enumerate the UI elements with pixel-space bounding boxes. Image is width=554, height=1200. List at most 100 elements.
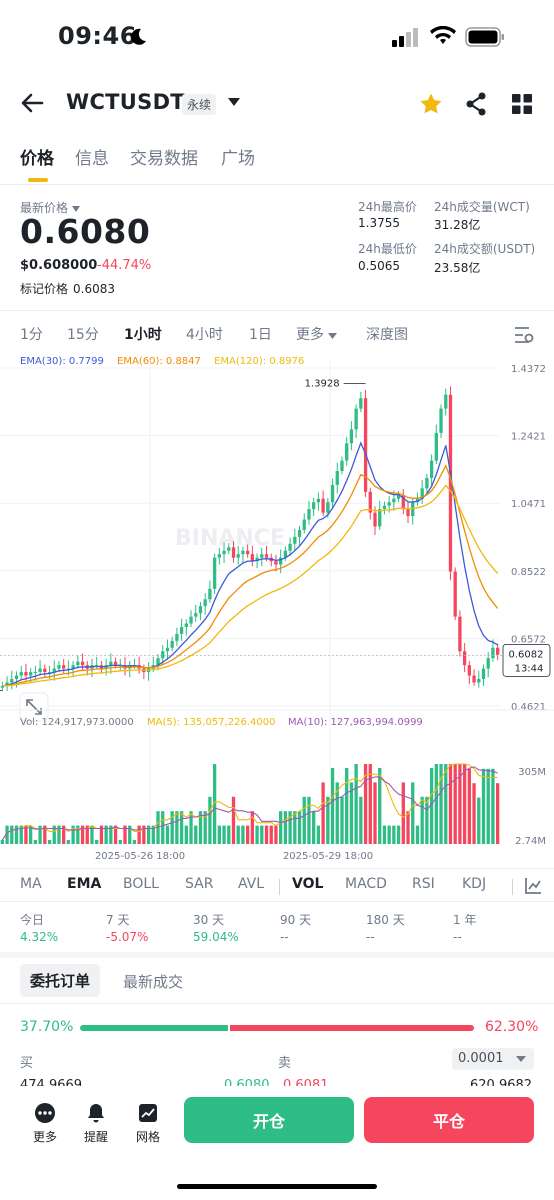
section-gap: [0, 952, 554, 958]
indicator-avl[interactable]: AVL: [238, 876, 265, 892]
layout-grid-icon[interactable]: [512, 94, 532, 114]
candle-body: [326, 502, 330, 513]
candle-body: [373, 512, 377, 527]
depth-chart-tab[interactable]: 深度图: [366, 327, 408, 343]
volume-bar: [33, 840, 38, 844]
time-axis-label: 2025-05-26 18:00: [95, 851, 185, 862]
caret-down-icon[interactable]: [228, 98, 240, 106]
indicator-macd[interactable]: MACD: [345, 876, 387, 892]
home-indicator: [177, 1184, 377, 1189]
ema30-line: [2, 441, 498, 687]
more-button[interactable]: 更多: [25, 1102, 65, 1145]
indicator-boll[interactable]: BOLL: [123, 876, 159, 892]
candle-body: [345, 443, 349, 461]
volume-bar: [411, 782, 415, 844]
volume-bar: [345, 768, 349, 844]
ema60-line: [2, 464, 499, 687]
candle-body: [472, 675, 476, 683]
volume-bar: [307, 796, 311, 844]
candle-body: [448, 394, 453, 572]
price-chart[interactable]: 1.4372 1.2421 1.0471 0.8522 0.6572 0.4621 BINA…: [0, 360, 554, 865]
volume-bar: [392, 825, 396, 844]
candle-body: [156, 658, 160, 666]
candle-body: [481, 668, 486, 679]
volume-bar: [217, 825, 221, 844]
chart-settings-icon[interactable]: [514, 326, 534, 344]
indicator-chart-icon[interactable]: [524, 877, 542, 895]
volume-bar: [368, 764, 372, 844]
active-tab-indicator: [28, 178, 48, 182]
volume-bar: [184, 825, 188, 844]
interval-15m[interactable]: 15分: [67, 327, 99, 343]
perf-value-90d: --: [280, 930, 289, 944]
tab-order-book[interactable]: 委托订单: [20, 964, 101, 997]
interval-more[interactable]: 更多: [296, 324, 338, 344]
candle-body: [62, 665, 66, 669]
low-24h-value: 0.5065: [358, 259, 400, 273]
alert-button[interactable]: 提醒: [76, 1102, 116, 1145]
chart-divider: [0, 868, 554, 869]
tab-trading-data[interactable]: 交易数据: [130, 149, 198, 169]
volume-bar: [128, 825, 132, 844]
last-price-label[interactable]: 最新价格: [20, 199, 80, 216]
indicator-separator: [512, 879, 513, 895]
candle-body: [462, 651, 467, 666]
precision-select[interactable]: 0.0001: [452, 1048, 534, 1070]
candle-body: [293, 536, 297, 544]
volume-bar: [477, 797, 481, 844]
tab-recent-trades[interactable]: 最新成交: [123, 973, 184, 991]
tab-price[interactable]: 价格: [20, 149, 54, 169]
candle-countdown: 13:44: [515, 663, 544, 674]
share-icon[interactable]: [465, 92, 487, 116]
symbol-title[interactable]: WCTUSDT: [66, 90, 185, 114]
interval-1h[interactable]: 1小时: [124, 327, 162, 343]
volume-label: Vol: 124,917,973.0000: [20, 717, 134, 728]
volume-bar: [279, 811, 283, 844]
interval-1m[interactable]: 1分: [20, 327, 43, 343]
candle-body: [170, 640, 174, 648]
volume-bar: [236, 825, 240, 844]
back-arrow-icon[interactable]: [20, 92, 44, 114]
indicator-vol[interactable]: VOL: [292, 876, 324, 892]
volume-bar: [194, 825, 198, 844]
perf-label-7d: 7 天: [106, 913, 130, 927]
candle-body: [66, 668, 71, 670]
tab-info[interactable]: 信息: [75, 149, 109, 169]
favorite-star-icon[interactable]: [419, 92, 443, 116]
candle-body: [477, 678, 481, 683]
perf-value-30d: 59.04%: [193, 930, 239, 944]
volume-bar: [429, 768, 434, 844]
candle-body: [420, 488, 424, 499]
indicator-rsi[interactable]: RSI: [412, 876, 435, 892]
candle-body: [444, 394, 448, 409]
volume-bar: [434, 764, 438, 844]
volume-ma10-line: [1, 766, 498, 841]
indicator-ema[interactable]: EMA: [67, 876, 102, 892]
candle-body: [165, 647, 170, 652]
interval-4h[interactable]: 4小时: [186, 327, 223, 343]
expand-icon[interactable]: [19, 692, 49, 722]
last-price: 0.6080: [20, 212, 151, 251]
candle-body: [222, 550, 226, 555]
grid-label: 网格: [135, 1130, 160, 1144]
ema-legend: EMA(30): 0.7799 EMA(60): 0.8847 EMA(120)…: [20, 356, 314, 367]
indicator-kdj[interactable]: KDJ: [462, 876, 487, 892]
grid-trading-button[interactable]: 网格: [128, 1102, 168, 1145]
candle-body: [363, 398, 368, 492]
volume-base-value: 31.28亿: [434, 218, 481, 232]
candle-body: [38, 668, 42, 673]
candle-body: [434, 432, 438, 461]
candle-body: [189, 616, 193, 624]
volume-bar: [312, 811, 316, 844]
volume-bar: [24, 825, 28, 844]
indicator-sar[interactable]: SAR: [185, 876, 214, 892]
candle-body: [95, 665, 99, 667]
candle-body: [396, 495, 401, 499]
interval-1d[interactable]: 1日: [249, 327, 272, 343]
tab-square[interactable]: 广场: [221, 149, 255, 169]
volume-bar: [0, 840, 5, 844]
close-position-button[interactable]: 平仓: [364, 1097, 534, 1143]
indicator-ma[interactable]: MA: [20, 876, 42, 892]
open-position-button[interactable]: 开仓: [184, 1097, 354, 1143]
volume-bar: [260, 825, 264, 844]
